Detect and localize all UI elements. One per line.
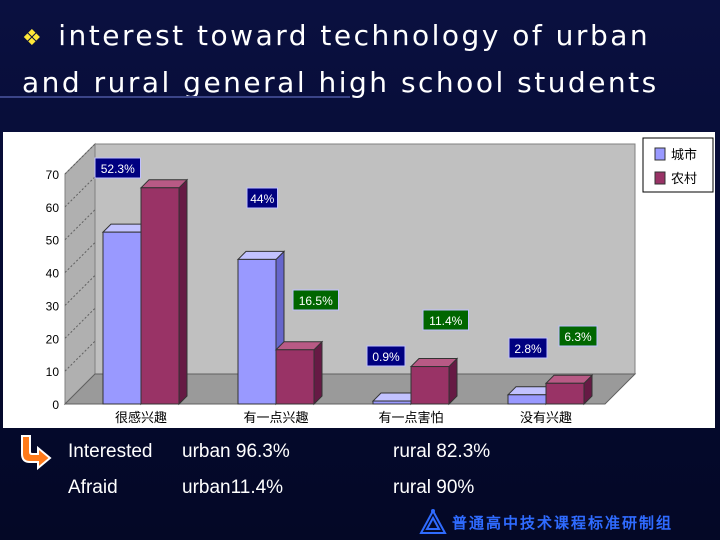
bar	[545, 382, 585, 405]
bar-side	[178, 178, 188, 406]
data-label-text: 44%	[250, 192, 274, 206]
bar-chart: 0 10 20 30 40 50 60 70 很感兴趣 有一点兴趣 有一点害怕 没有兴趣 52.3% 44…	[46, 137, 714, 426]
data-label-box	[422, 309, 469, 331]
bar	[140, 187, 180, 405]
y-tick-label: 0	[52, 398, 59, 412]
bar-top	[544, 374, 594, 384]
data-label: 11.4%	[422, 309, 469, 331]
title-line-2: and rural general high school students	[22, 66, 659, 99]
data-label-text: 11.4%	[429, 314, 462, 328]
bar-top	[409, 358, 459, 368]
statement-interested-label: Interested	[68, 441, 153, 462]
chart-panel: 0 10 20 30 40 50 60 70 很感兴趣 有一点兴趣 有一点害怕 没有兴趣 52.3% 44…	[3, 132, 715, 428]
title-line-1: ❖ interest toward technology of urban	[22, 14, 712, 61]
y-tick-label: 40	[46, 267, 60, 281]
bar-top	[139, 179, 189, 189]
statement-interested-urban: urban 96.3%	[182, 441, 290, 462]
x-tick-label: 很感兴趣	[115, 410, 167, 426]
bar	[410, 366, 450, 405]
data-label-box	[366, 345, 406, 367]
data-label-text: 52.3%	[101, 162, 135, 176]
bar	[507, 394, 547, 405]
statement-afraid-urban: urban11.4%	[182, 477, 284, 498]
gridline-diagonal	[64, 242, 96, 273]
bar	[102, 231, 142, 405]
gridline-diagonal	[64, 307, 96, 339]
curved-arrow-icon	[21, 435, 52, 471]
footer-organization: 普通高中技术课程标准研制组	[452, 514, 674, 532]
slide-title: ❖ interest toward technology of urban and…	[22, 14, 712, 105]
data-label: 44%	[246, 187, 278, 209]
bar	[372, 400, 412, 405]
data-label-text: 0.9%	[372, 350, 400, 364]
gridline-diagonal	[64, 176, 96, 208]
y-tick-label: 50	[46, 234, 60, 248]
data-label-text: 16.5%	[299, 294, 333, 308]
data-label-box	[94, 157, 141, 179]
statement-afraid-rural: rural 90%	[393, 477, 475, 498]
data-label-box	[292, 289, 339, 311]
y-tick-label: 20	[46, 332, 60, 346]
x-tick-label: 有一点兴趣	[243, 411, 308, 426]
org-logo-icon	[419, 508, 447, 534]
data-label: 16.5%	[292, 289, 339, 311]
statement-afraid-label: Afraid	[68, 477, 118, 498]
bar	[275, 349, 315, 405]
title-divider	[0, 96, 350, 98]
data-label-box	[508, 337, 548, 359]
legend-swatch	[654, 171, 666, 185]
y-tick-label: 30	[46, 299, 60, 313]
y-tick-label: 10	[46, 365, 60, 379]
bar	[237, 258, 277, 405]
chart-side-wall	[64, 142, 96, 406]
legend-label: 农村	[671, 172, 697, 187]
gridline-diagonal	[64, 275, 96, 306]
legend-swatch	[654, 147, 666, 161]
data-label: 6.3%	[558, 325, 598, 347]
x-tick-label: 有一点害怕	[378, 410, 443, 426]
data-label: 52.3%	[94, 157, 141, 179]
y-tick-label: 70	[46, 168, 60, 182]
title-line-1-text: interest toward technology of urban	[58, 19, 651, 52]
diamond-bullet-icon: ❖	[22, 26, 45, 51]
y-tick-label: 60	[46, 201, 60, 215]
gridline-diagonal	[64, 143, 96, 175]
statement-interested-rural: rural 82.3%	[393, 441, 491, 462]
data-label-text: 2.8%	[514, 342, 542, 356]
data-label: 2.8%	[508, 337, 548, 359]
gridline-diagonal	[64, 340, 96, 372]
data-label: 0.9%	[366, 345, 406, 367]
bar-side	[313, 340, 323, 406]
data-label-box	[246, 187, 278, 209]
data-label-text: 6.3%	[564, 330, 592, 344]
legend-label: 城市	[671, 147, 697, 163]
data-label-box	[558, 325, 598, 347]
gridline-diagonal	[64, 209, 96, 241]
bar-top	[274, 341, 324, 351]
bar-top	[236, 250, 286, 260]
x-tick-label: 没有兴趣	[520, 411, 572, 426]
